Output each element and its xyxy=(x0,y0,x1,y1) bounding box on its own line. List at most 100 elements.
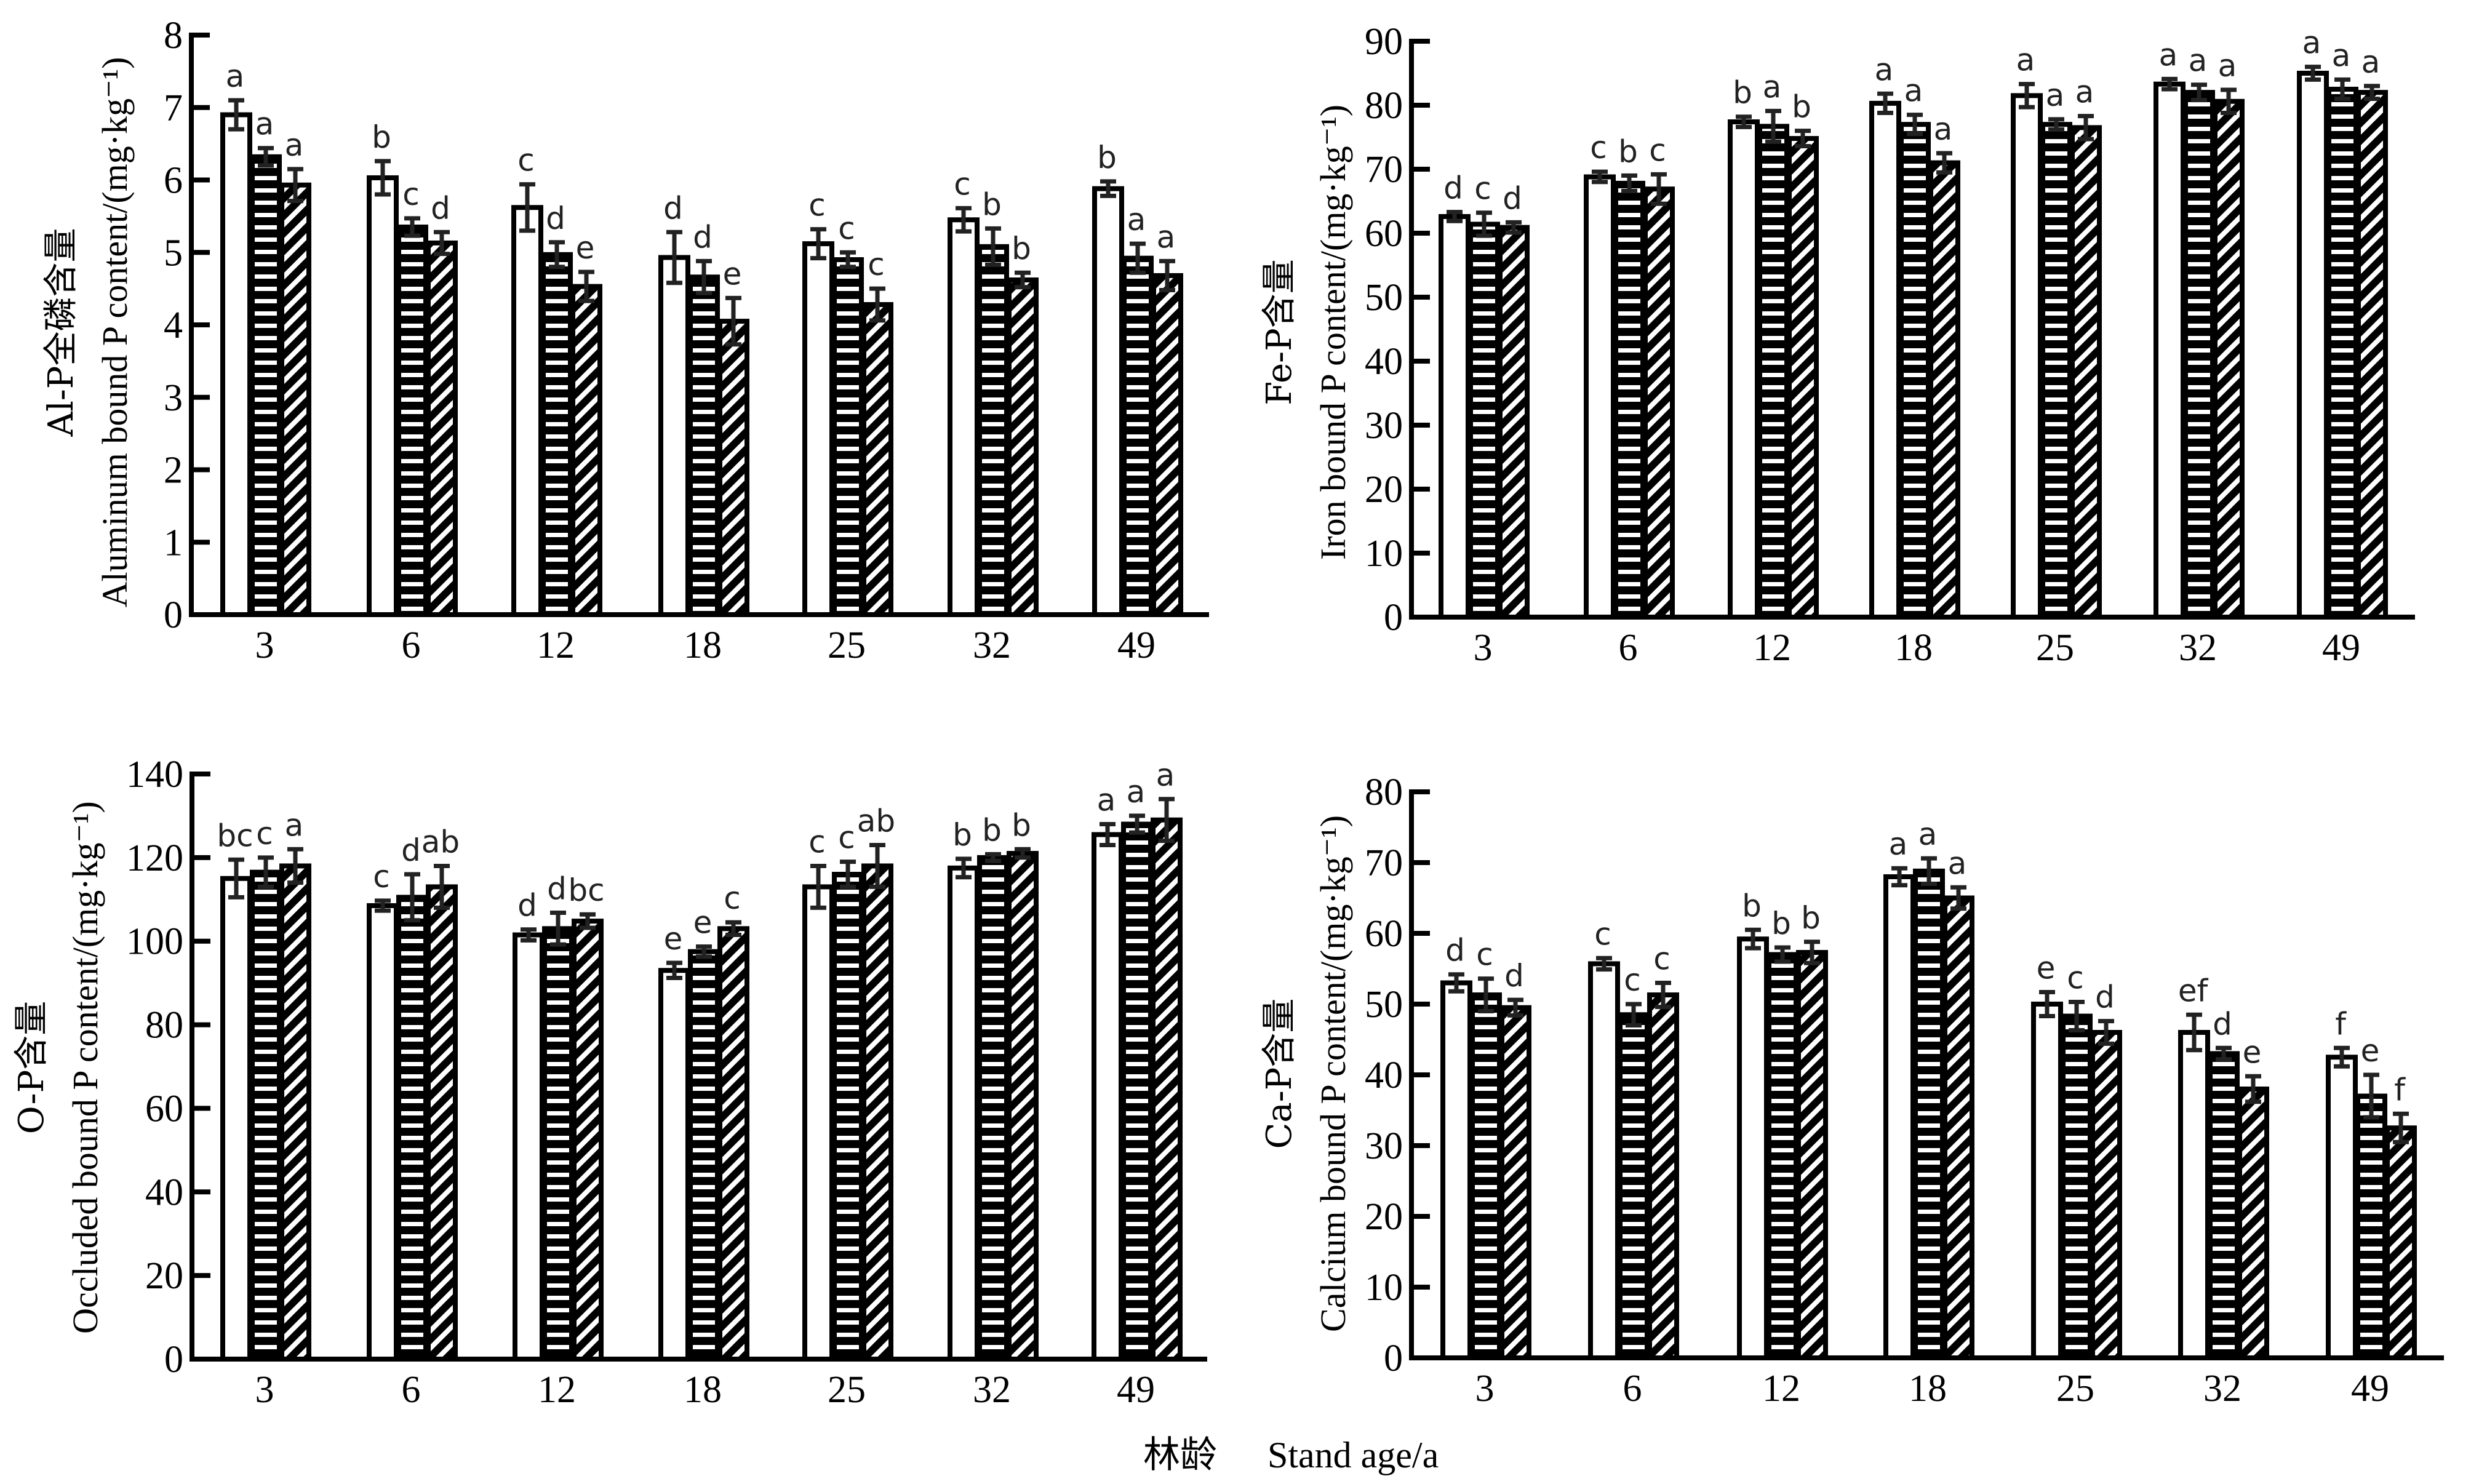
sig-letter: d xyxy=(517,888,537,924)
sig-letter: b xyxy=(952,817,972,853)
error-bar xyxy=(2245,1074,2261,1104)
error-bar xyxy=(1159,797,1175,844)
panel-ca-p: Ca-P含量 Calcium bound P content/(mg·kg⁻¹)… xyxy=(1259,772,2444,1410)
x-tick-label: 25 xyxy=(828,624,866,666)
error-bar xyxy=(228,98,244,132)
error-bar xyxy=(519,182,535,233)
bar-fe-p-series-3-6 xyxy=(1643,186,1675,620)
y-axis-label: Aluminum bound P content/(mg·kg⁻¹) xyxy=(95,57,135,608)
x-tick-label: 12 xyxy=(1753,627,1791,669)
x-tick-label: 6 xyxy=(402,624,421,666)
y-tick-label: 20 xyxy=(1365,1196,1403,1238)
error-bar xyxy=(666,229,682,285)
bar-fe-p-series-1-12 xyxy=(1728,119,1760,620)
bar-al-p-series-3-3 xyxy=(279,182,311,617)
x-tick-label: 12 xyxy=(1762,1368,1800,1410)
error-bar xyxy=(985,852,1001,863)
y-tick-label: 30 xyxy=(1365,405,1403,447)
sig-letter: a xyxy=(2075,74,2094,110)
bar-al-p-series-3-6 xyxy=(426,240,458,617)
error-bar xyxy=(434,863,450,910)
bar-ca-p-series-1-49 xyxy=(2326,1055,2358,1360)
sig-letter: a xyxy=(2218,48,2237,84)
y-tick-label: 0 xyxy=(1384,597,1403,639)
sig-letter: b xyxy=(1792,89,1811,125)
y-title-cn: Ca-P含量 xyxy=(1259,999,1299,1149)
y-tick-label: 40 xyxy=(1365,341,1403,383)
x-tick-label: 25 xyxy=(2036,627,2074,669)
x-tick-label: 3 xyxy=(1474,627,1493,669)
error-bar xyxy=(1736,114,1752,129)
y-tick-label: 50 xyxy=(1365,277,1403,319)
bar-fe-p-series-1-49 xyxy=(2297,71,2329,620)
bar-fe-p-series-3-3 xyxy=(1498,225,1530,620)
bar-ca-p-series-3-25 xyxy=(2090,1030,2122,1360)
bar-o-p-series-2-49 xyxy=(1121,821,1153,1362)
error-bar xyxy=(580,912,596,930)
bar-o-p-series-2-18 xyxy=(688,949,720,1362)
x-tick-label: 18 xyxy=(1909,1368,1947,1410)
bar-al-p-series-1-3 xyxy=(220,112,252,617)
bar-o-p-series-2-32 xyxy=(977,855,1009,1362)
bar-ca-p-series-1-25 xyxy=(2031,1002,2063,1360)
sig-letter: d xyxy=(1445,933,1465,968)
error-bar xyxy=(375,898,391,913)
bar-o-p-series-3-12 xyxy=(572,919,604,1362)
sig-letter: b xyxy=(372,119,391,155)
sig-letter: a xyxy=(1156,757,1175,793)
sig-letter: b xyxy=(982,812,1002,848)
error-bar xyxy=(404,872,420,923)
error-bar xyxy=(725,920,741,938)
y-tick-label: 70 xyxy=(1365,842,1403,884)
y-axis-label: Iron bound P content/(mg·kg⁻¹) xyxy=(1313,105,1353,560)
sig-letter: a xyxy=(2361,44,2381,80)
sig-letter: a xyxy=(1918,816,1938,852)
bar-o-p-series-1-18 xyxy=(658,968,690,1362)
bar-al-p-series-3-49 xyxy=(1151,273,1183,617)
error-bar xyxy=(578,269,594,303)
bar-ca-p-series-2-12 xyxy=(1766,952,1798,1360)
y-tick-label: 3 xyxy=(164,377,183,419)
bar-fe-p-series-2-49 xyxy=(2326,87,2358,620)
y-tick-label: 30 xyxy=(1365,1125,1403,1167)
sig-letter: c xyxy=(838,210,855,246)
error-bar xyxy=(1907,113,1923,137)
sig-letter: a xyxy=(1763,69,1782,105)
error-bar xyxy=(810,863,826,910)
bar-o-p-series-1-3 xyxy=(220,876,252,1362)
panel-fe-p: Fe-P含量 Iron bound P content/(mg·kg⁻¹) dc… xyxy=(1259,21,2415,669)
error-bar xyxy=(1592,169,1608,185)
sig-letter: ab xyxy=(857,803,895,839)
sig-letter: a xyxy=(2302,25,2321,61)
bar-o-p-series-2-25 xyxy=(832,872,864,1362)
x-tick-label: 49 xyxy=(2351,1368,2389,1410)
sig-letter: e xyxy=(2037,950,2056,986)
sig-letter: a xyxy=(1934,111,1953,147)
bar-al-p-series-1-25 xyxy=(802,241,834,617)
x-tick-label: 32 xyxy=(2203,1368,2241,1410)
error-bar xyxy=(1100,179,1116,198)
error-bar xyxy=(375,159,391,197)
bar-o-p-series-3-49 xyxy=(1151,817,1183,1362)
bar-ca-p-series-2-49 xyxy=(2355,1093,2387,1360)
sig-letter: f xyxy=(2335,1006,2347,1042)
y-tick-label: 80 xyxy=(145,1005,183,1047)
error-bar xyxy=(840,860,856,889)
y-tick-label: 140 xyxy=(126,754,183,796)
error-bar xyxy=(1129,813,1145,835)
bar-ca-p-series-2-25 xyxy=(2061,1013,2093,1361)
sig-letter: c xyxy=(1624,962,1641,998)
bar-fe-p-series-2-6 xyxy=(1613,180,1645,620)
bar-fe-p-series-2-12 xyxy=(1757,124,1789,620)
error-bar xyxy=(1891,866,1907,888)
y-tick-label: 80 xyxy=(1365,85,1403,127)
sig-letter: c xyxy=(1476,937,1493,973)
sig-letter: c xyxy=(373,859,390,895)
error-bar xyxy=(1596,955,1612,972)
bar-ca-p-series-1-12 xyxy=(1737,936,1769,1360)
bar-al-p-series-2-18 xyxy=(688,274,720,618)
x-tick-label: 49 xyxy=(1117,624,1156,666)
sig-letter: a xyxy=(1157,219,1176,255)
